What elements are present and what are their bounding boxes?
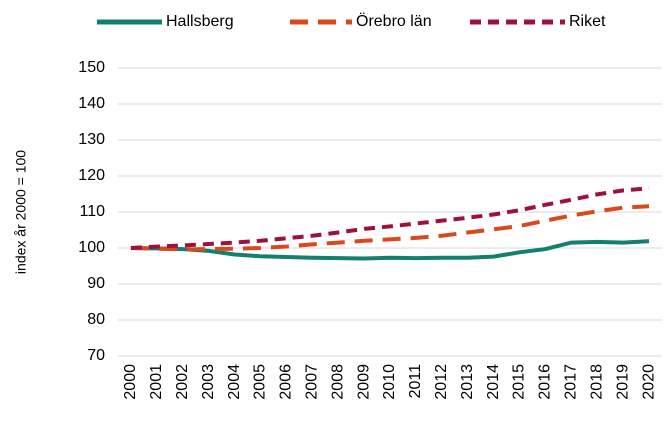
- line-series: [130, 204, 650, 252]
- y-tick-label: 140: [78, 95, 105, 112]
- y-tick-label: 100: [78, 239, 105, 256]
- x-tick-label: 2006: [278, 364, 295, 400]
- x-tick-label: 2020: [640, 364, 657, 400]
- x-tick-label: 2002: [174, 364, 191, 400]
- x-tick-label: 2000: [122, 364, 139, 400]
- x-tick-label: 2017: [563, 364, 580, 400]
- y-tick-label: 120: [78, 167, 105, 184]
- x-tick-label: 2001: [148, 364, 165, 400]
- x-tick-label: 2015: [511, 364, 528, 400]
- y-tick-label: 90: [87, 275, 105, 292]
- x-tick-label: 2018: [588, 364, 605, 400]
- x-tick-label: 2007: [304, 364, 321, 400]
- x-tick-label: 2012: [433, 364, 450, 400]
- legend-label: Riket: [569, 13, 606, 30]
- x-tick-label: 2010: [381, 364, 398, 400]
- x-tick-label: 2014: [485, 364, 502, 400]
- y-tick-label: 130: [78, 131, 105, 148]
- y-tick-label: 80: [87, 311, 105, 328]
- x-tick-label: 2008: [329, 364, 346, 400]
- x-tick-label: 2019: [614, 364, 631, 400]
- x-tick-label: 2004: [226, 364, 243, 400]
- legend-label: Örebro län: [356, 12, 432, 30]
- legend-label: Hallsberg: [166, 13, 234, 30]
- line-series: [130, 239, 650, 261]
- x-tick-label: 2011: [407, 364, 424, 399]
- line-series: [130, 186, 650, 250]
- x-tick-label: 2003: [200, 364, 217, 400]
- y-axis-label: index år 2000 = 100: [13, 150, 29, 274]
- y-tick-label: 70: [87, 347, 105, 364]
- y-tick-label: 110: [79, 203, 105, 220]
- x-tick-label: 2009: [355, 364, 372, 400]
- x-tick-label: 2016: [537, 364, 554, 400]
- y-tick-label: 150: [78, 59, 105, 76]
- x-tick-label: 2013: [459, 364, 476, 400]
- x-tick-label: 2005: [252, 364, 269, 400]
